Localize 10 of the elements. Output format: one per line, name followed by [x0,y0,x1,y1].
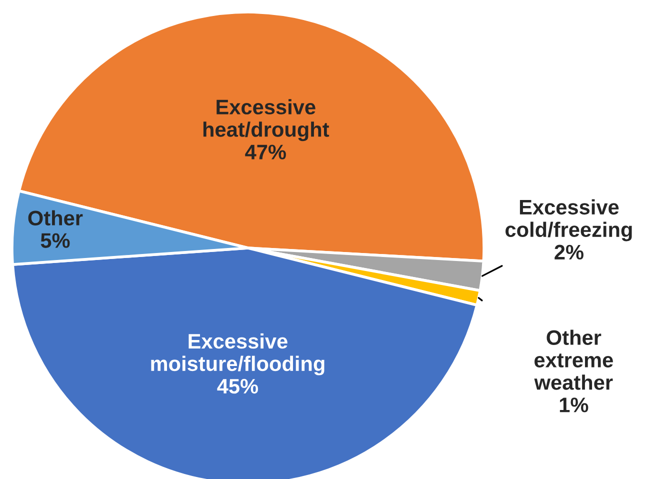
data-label: 5% [40,233,70,248]
slice-label: Other [28,210,83,226]
slice-label: Excessive moisture/flooding [151,333,324,376]
data-label: 45% [217,378,258,394]
data-label: 1% [560,398,588,412]
slice-label: Excessive cold/freezing [506,199,632,242]
slice-label: Other extreme weather [534,330,613,390]
data-label: 47% [245,144,286,160]
data-label: 2% [554,244,584,260]
slice-label: Excessive heat/drought [203,99,330,142]
